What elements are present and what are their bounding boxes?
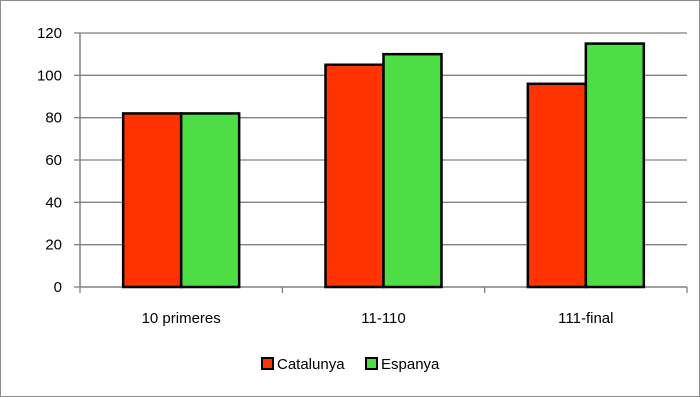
legend-swatch-espanya: [365, 357, 378, 370]
y-tick-label: 80: [45, 110, 62, 127]
y-tick-label: 60: [45, 152, 62, 169]
bar-catalunya-1: [324, 63, 385, 289]
bar-catalunya-0: [121, 112, 183, 289]
x-tick-label: 10 primeres: [142, 310, 221, 327]
bars: [121, 42, 646, 289]
y-tick-label: 20: [45, 237, 62, 254]
tick-labels: 0 20 40 60 80 100 120 10 primeres 11-110 111-fina…: [37, 25, 614, 327]
bar-espanya-2: [584, 42, 646, 289]
x-tick-label: 11-110: [361, 310, 405, 327]
legend-label-espanya: Espanya: [381, 356, 440, 373]
legend-swatch-catalunya: [261, 357, 274, 370]
x-tick-label: 111-final: [558, 310, 613, 327]
bar-catalunya-2: [526, 82, 588, 289]
y-tick-label: 100: [37, 67, 62, 84]
bar-espanya-0: [179, 112, 241, 289]
bar-espanya-1: [382, 52, 443, 289]
legend: Catalunya Espanya: [261, 356, 440, 373]
y-tick-label: 40: [45, 194, 62, 211]
y-tick-label: 120: [37, 25, 62, 42]
legend-label-catalunya: Catalunya: [277, 356, 345, 373]
y-tick-label: 0: [54, 279, 62, 296]
